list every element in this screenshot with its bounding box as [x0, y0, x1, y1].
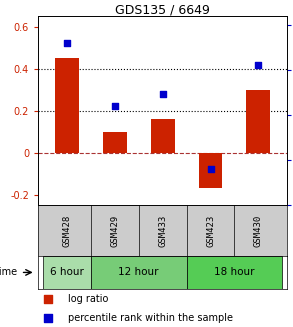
Point — [160, 91, 165, 96]
Bar — [246, 90, 270, 153]
Bar — [91, 256, 187, 289]
Text: 6 hour: 6 hour — [50, 267, 84, 277]
Point — [208, 167, 213, 172]
Bar — [103, 132, 127, 153]
Text: GSM430: GSM430 — [254, 214, 263, 247]
Point — [46, 296, 50, 301]
Title: GDS135 / 6649: GDS135 / 6649 — [115, 3, 210, 16]
Bar — [199, 153, 222, 188]
Text: GSM428: GSM428 — [62, 214, 71, 247]
Point — [46, 315, 50, 320]
Bar — [151, 119, 175, 153]
Point — [64, 41, 69, 46]
Text: GSM423: GSM423 — [206, 214, 215, 247]
Text: GSM429: GSM429 — [110, 214, 119, 247]
Text: percentile rank within the sample: percentile rank within the sample — [68, 313, 233, 322]
Point — [256, 62, 261, 68]
Bar — [55, 58, 79, 153]
Text: 12 hour: 12 hour — [118, 267, 159, 277]
Text: time: time — [0, 267, 18, 277]
Bar — [43, 256, 91, 289]
Text: 18 hour: 18 hour — [214, 267, 255, 277]
Point — [113, 104, 117, 109]
Text: GSM433: GSM433 — [158, 214, 167, 247]
Text: log ratio: log ratio — [68, 294, 108, 304]
Bar — [187, 256, 282, 289]
